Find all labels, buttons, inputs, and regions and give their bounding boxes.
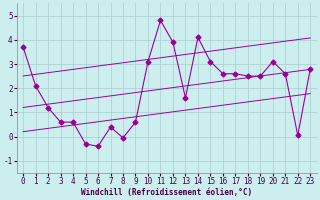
X-axis label: Windchill (Refroidissement éolien,°C): Windchill (Refroidissement éolien,°C) xyxy=(81,188,252,197)
